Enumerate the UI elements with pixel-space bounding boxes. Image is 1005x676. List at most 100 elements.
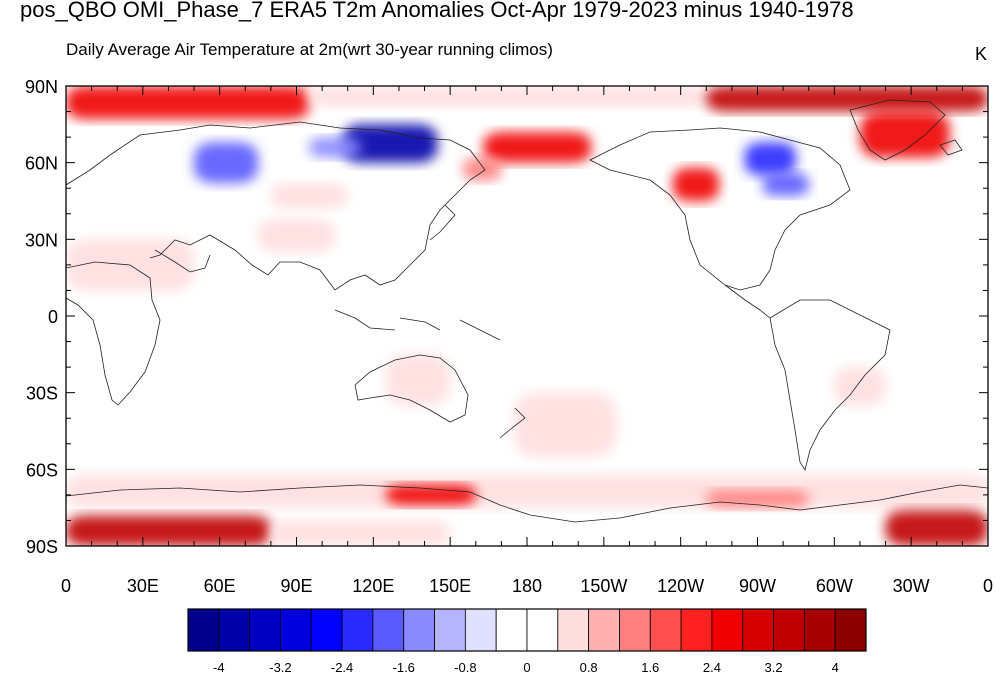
anomaly-central-asia-warm bbox=[270, 183, 348, 209]
anomaly-australia-warm bbox=[386, 354, 451, 406]
coastline-iceland bbox=[939, 139, 963, 156]
coastline-australia bbox=[354, 354, 469, 423]
colorbar-bin bbox=[280, 608, 312, 652]
anomaly-great-lakes-cold bbox=[762, 172, 809, 196]
colorbar-bin bbox=[649, 608, 682, 652]
lon-tick-label: 150W bbox=[580, 576, 627, 596]
colorbar-bin bbox=[341, 608, 374, 652]
lon-tick-label: 0 bbox=[983, 576, 993, 596]
lon-tick-label: 60E bbox=[204, 576, 236, 596]
colorbar-label: 0 bbox=[523, 660, 530, 675]
lon-tick-label: 90E bbox=[280, 576, 312, 596]
variable-name: Daily Average Air Temperature at 2m bbox=[66, 40, 343, 59]
anomaly-south-america-warm bbox=[834, 367, 886, 406]
colorbar-label: 0.8 bbox=[580, 660, 598, 675]
anomaly-arctic-canada-warm bbox=[706, 86, 988, 112]
lat-tick-label: 30S bbox=[26, 384, 58, 404]
lon-tick-label: 30E bbox=[127, 576, 159, 596]
anomaly-siberia-cold-core bbox=[342, 124, 438, 163]
anomaly-kamchatka-warm bbox=[462, 157, 502, 181]
coastline-asia-east bbox=[149, 189, 461, 291]
lat-tick-label: 60N bbox=[25, 154, 58, 174]
lon-tick-label: 120W bbox=[657, 576, 704, 596]
colorbar-bin bbox=[834, 608, 867, 652]
lon-tick-label: 120E bbox=[352, 576, 394, 596]
anomaly-antarctic-east-warm bbox=[885, 510, 988, 546]
colorbar-label: -3.2 bbox=[269, 660, 291, 675]
lat-tick-label: 90S bbox=[26, 537, 58, 557]
lat-tick-label: 0 bbox=[48, 307, 58, 327]
coastline-africa bbox=[66, 261, 161, 406]
anomaly-eurasia-cold-west bbox=[194, 142, 259, 184]
colorbar-label: 4 bbox=[832, 660, 839, 675]
lon-tick-label: 90W bbox=[739, 576, 776, 596]
colorbar-bin bbox=[310, 608, 343, 652]
colorbar-bin bbox=[187, 608, 220, 652]
coastline-new-zealand bbox=[499, 407, 526, 439]
units-label: K bbox=[975, 44, 988, 64]
colorbar-label: -1.6 bbox=[393, 660, 415, 675]
anomaly-south-pacific-warm bbox=[514, 392, 617, 457]
colorbar-label: -4 bbox=[213, 660, 225, 675]
anomaly-hudson-cold bbox=[744, 142, 796, 176]
anomaly-arctic-eurasia-warm bbox=[66, 86, 310, 120]
colorbar-bin bbox=[249, 608, 281, 652]
colorbar-label: -2.4 bbox=[331, 660, 353, 675]
coastline-antarctica bbox=[66, 484, 988, 523]
anomaly-tibet-warm bbox=[258, 218, 335, 253]
colorbar-bin bbox=[680, 608, 713, 652]
colorbar-bin bbox=[773, 608, 805, 652]
anomaly-antarctic-interior-warm bbox=[270, 520, 451, 546]
colorbar-border bbox=[187, 608, 867, 652]
colorbar-bin bbox=[742, 608, 774, 652]
colorbar-bin bbox=[803, 608, 836, 652]
plot-title: pos_QBO OMI_Phase_7 ERA5 T2m Anomalies O… bbox=[20, 0, 854, 22]
lat-tick-label: 90N bbox=[25, 77, 58, 97]
coastline-central-america bbox=[724, 284, 771, 319]
lon-tick-label: 60W bbox=[816, 576, 853, 596]
coastline-arabia bbox=[154, 249, 211, 273]
left-subtitle: Daily Average Air Temperature at 2m(wrt … bbox=[66, 40, 553, 60]
lon-tick-label: 30W bbox=[893, 576, 930, 596]
colorbar-bin bbox=[711, 608, 744, 652]
coastline-greenland bbox=[849, 99, 946, 161]
coastline-eurasia-north bbox=[66, 121, 486, 191]
center-subtitle: (wrt 30-year running climos) bbox=[342, 40, 553, 59]
anomaly-southern-ocean-warm bbox=[66, 474, 988, 508]
latitude-axis: 90N 60N 30N 0 30S 60S 90S bbox=[25, 77, 988, 557]
colorbar-bin bbox=[526, 608, 559, 652]
anomaly-southern-ocean-core bbox=[386, 484, 476, 506]
lon-tick-label: 180 bbox=[512, 576, 542, 596]
anomaly-field bbox=[66, 86, 988, 546]
colorbar-bin bbox=[557, 608, 590, 652]
lon-tick-label: 150E bbox=[429, 576, 471, 596]
colorbar-bin bbox=[619, 608, 651, 652]
coastline-south-america bbox=[769, 299, 891, 472]
colorbar-bin bbox=[495, 608, 528, 652]
colorbar-bin bbox=[588, 608, 620, 652]
colorbar-bin bbox=[372, 608, 405, 652]
anomaly-west-siberia-cold bbox=[309, 137, 361, 158]
coastline-indonesia bbox=[334, 309, 501, 341]
anomaly-arctic-siberia-warm bbox=[309, 86, 707, 107]
colorbar-label: 1.6 bbox=[641, 660, 659, 675]
anomaly-east-siberia-warm bbox=[483, 132, 592, 163]
colorbar-bin bbox=[464, 608, 497, 652]
coastline-north-america bbox=[589, 127, 851, 291]
coastline-japan bbox=[429, 204, 456, 241]
longitude-axis: 0 30E 60E 90E 120E 150E 180 150W 120W 90W 60W 30W 0 bbox=[61, 86, 993, 596]
colorbar-bin bbox=[218, 608, 251, 652]
lat-tick-label: 60S bbox=[26, 460, 58, 480]
colorbar-bin bbox=[403, 608, 435, 652]
colorbar: -4 -3.2 -2.4 -1.6 -0.8 0 0.8 1.6 2.4 3.2 4 bbox=[187, 608, 867, 675]
lon-tick-label: 0 bbox=[61, 576, 71, 596]
colorbar-label: 3.2 bbox=[765, 660, 783, 675]
colorbar-bin bbox=[434, 608, 466, 652]
colorbar-label: 2.4 bbox=[703, 660, 721, 675]
anomaly-greenland-warm bbox=[859, 111, 950, 158]
coastlines bbox=[66, 99, 988, 523]
anomaly-western-canada-warm bbox=[672, 167, 720, 201]
lat-tick-label: 30N bbox=[25, 230, 58, 250]
colorbar-label: -0.8 bbox=[454, 660, 476, 675]
